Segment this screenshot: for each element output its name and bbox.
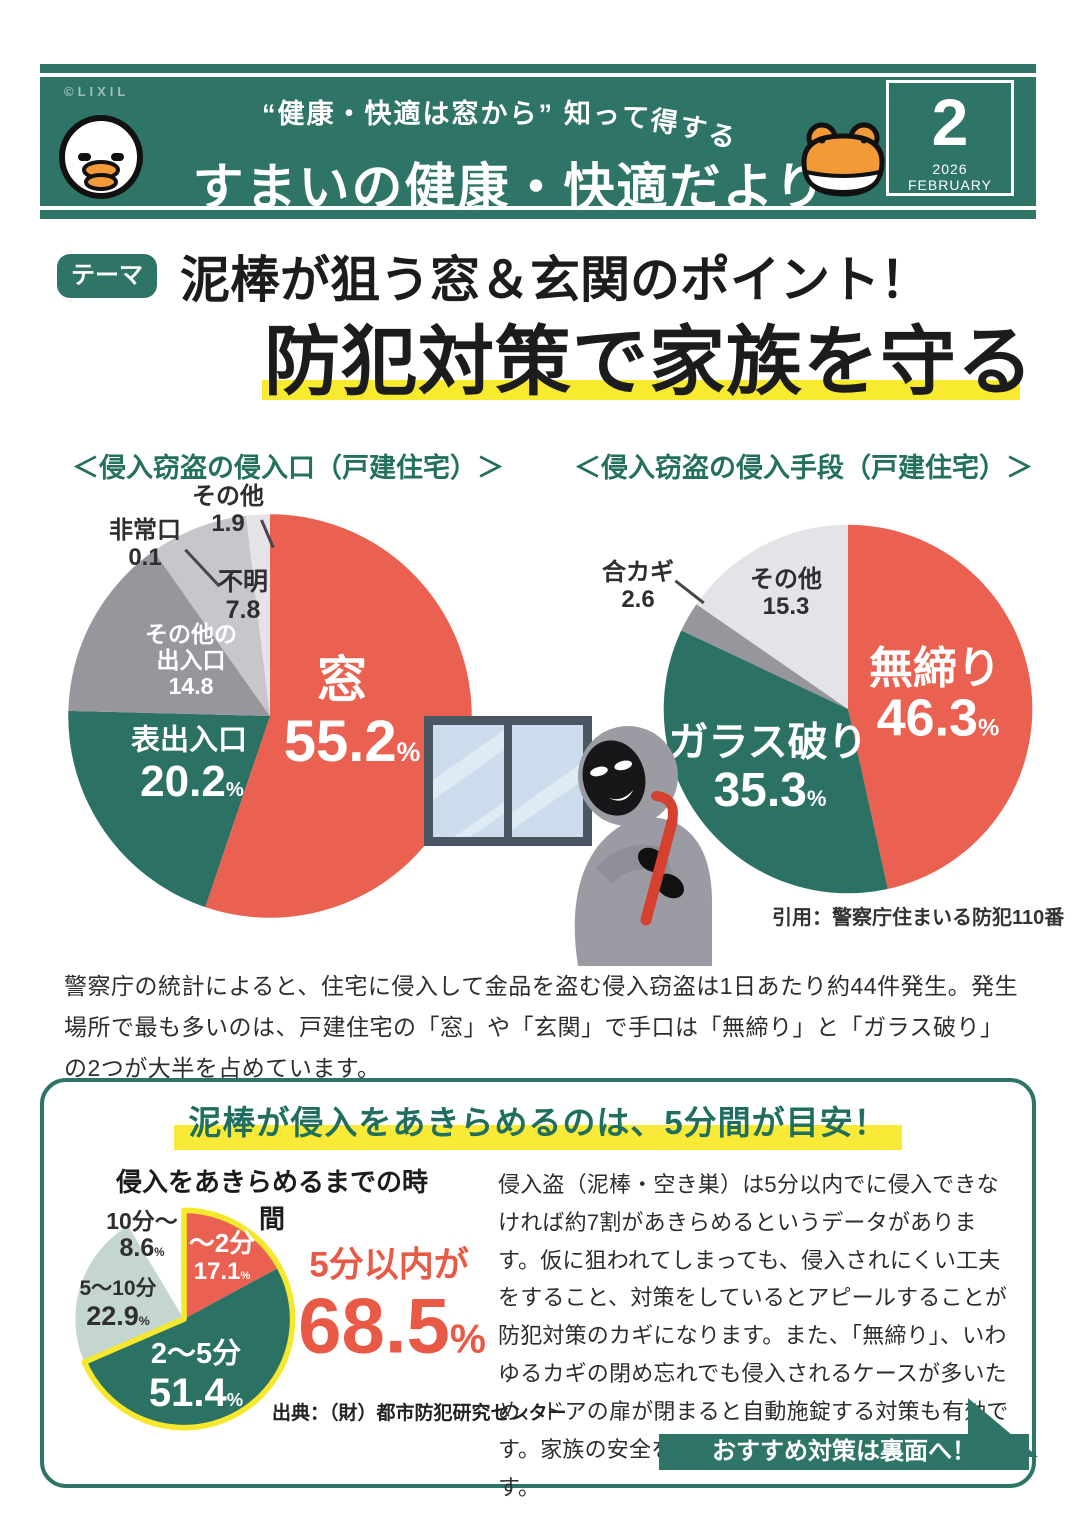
- footer-arrow-icon: [964, 1394, 1076, 1475]
- window-illustration: [424, 716, 592, 851]
- pie-label: 合カギ 2.6: [602, 558, 674, 613]
- pie-label: 10分〜 8.6%: [106, 1207, 178, 1262]
- entrypoint-pie: 窓 55.2% 表出入口 20.2% その他の 出入口 14.8 不明 7.8 …: [62, 483, 478, 924]
- pie-label: 窓: [317, 651, 367, 708]
- pie-label: その他 15.3: [750, 565, 822, 620]
- pie-label: 表出入口: [130, 724, 248, 757]
- highlight-label: 5分以内が: [309, 1245, 469, 1285]
- pie-label: その他の 出入口 14.8: [145, 621, 237, 699]
- pie-label: その他 1.9: [192, 482, 264, 537]
- duck-mascot-icon: [58, 114, 144, 205]
- give-up-time-pie: 〜2分 17.1% 2〜5分 51.4% 5〜10分 22.9% 10分〜 8.…: [72, 1207, 296, 1431]
- pie-value: 46.3%: [876, 689, 1000, 748]
- entrypoint-chart-title: ＜侵入窃盗の侵入口（戸建住宅）＞: [72, 453, 504, 483]
- banner-stripe-top: [40, 73, 1036, 77]
- banner-stripe-bottom: [40, 206, 1036, 210]
- title-underline: [262, 380, 1020, 400]
- burglar-illustration: [556, 688, 714, 971]
- theme-title-line1: 泥棒が狙う窓＆玄関のポイント！: [180, 252, 930, 308]
- highlight-value: 68.5%: [298, 1281, 486, 1370]
- intro-paragraph: 警察庁の統計によると、住宅に侵入して金品を盗む侵入窃盗は1日あたり約44件発生。…: [64, 973, 1019, 1081]
- footer-banner: おすすめ対策は裏面へ！: [659, 1434, 1029, 1470]
- method-pie: 無締り 46.3% ガラス破り 35.3% その他 15.3 合カギ 2.6: [602, 519, 1038, 899]
- pie-label: 無締り: [869, 644, 1001, 694]
- theme-title-line2: 防犯対策で家族を守る: [264, 320, 1034, 405]
- panel-paragraph: 侵入盗（泥棒・空き巣）は5分以内でに侵入できなければ約7割があきらめるというデー…: [498, 1172, 1009, 1500]
- issue-box: 2 2026 FEBRUARY: [886, 80, 1014, 196]
- lixil-copyright: ©LIXIL: [64, 84, 130, 99]
- pie-label: ガラス破り: [668, 720, 868, 765]
- method-chart-title: ＜侵入窃盗の侵入手段（戸建住宅）＞: [574, 453, 1033, 483]
- issue-month: 2026 FEBRUARY: [908, 161, 992, 193]
- pie-value: 35.3%: [713, 763, 827, 817]
- pie-label: 2〜5分 51.4%: [148, 1338, 244, 1415]
- panel-source: 出典：（財）都市防犯研究センター: [272, 1403, 567, 1424]
- subtitle-quote: “健康・快適は窓から”: [262, 99, 554, 129]
- time-chart-title: 侵入をあきらめるまでの時間: [115, 1167, 428, 1234]
- pie-value: 20.2%: [140, 757, 244, 807]
- frog-icon: [798, 120, 890, 205]
- pie-label: 5〜10分 22.9%: [79, 1276, 157, 1331]
- panel-title: 泥棒が侵入をあきらめるのは、5分間が目安！: [44, 1096, 1032, 1150]
- subtitle-tail: 知って得する: [564, 99, 741, 155]
- theme-badge: テーマ: [57, 254, 157, 298]
- pie-label: 非常口 0.1: [109, 516, 181, 571]
- pie-label: 不明 7.8: [217, 567, 269, 624]
- info-panel: 泥棒が侵入をあきらめるのは、5分間が目安！ 侵入をあきらめるまでの時間 〜2分 …: [40, 1078, 1038, 1500]
- pie-value: 55.2%: [283, 709, 421, 775]
- chart-attribution: 引用：警察庁住まいる防犯110番: [772, 907, 1065, 929]
- header-subtitle: “健康・快適は窓から” 知って得する: [190, 92, 810, 155]
- header-banner: ©LIXIL “健康・快適は窓から” 知って得する すまいの健康・快適だより: [40, 64, 1036, 219]
- pie-label: 〜2分 17.1%: [188, 1227, 256, 1286]
- header-title: すまいの健康・快適だより: [192, 159, 828, 216]
- issue-number: 2: [931, 85, 969, 159]
